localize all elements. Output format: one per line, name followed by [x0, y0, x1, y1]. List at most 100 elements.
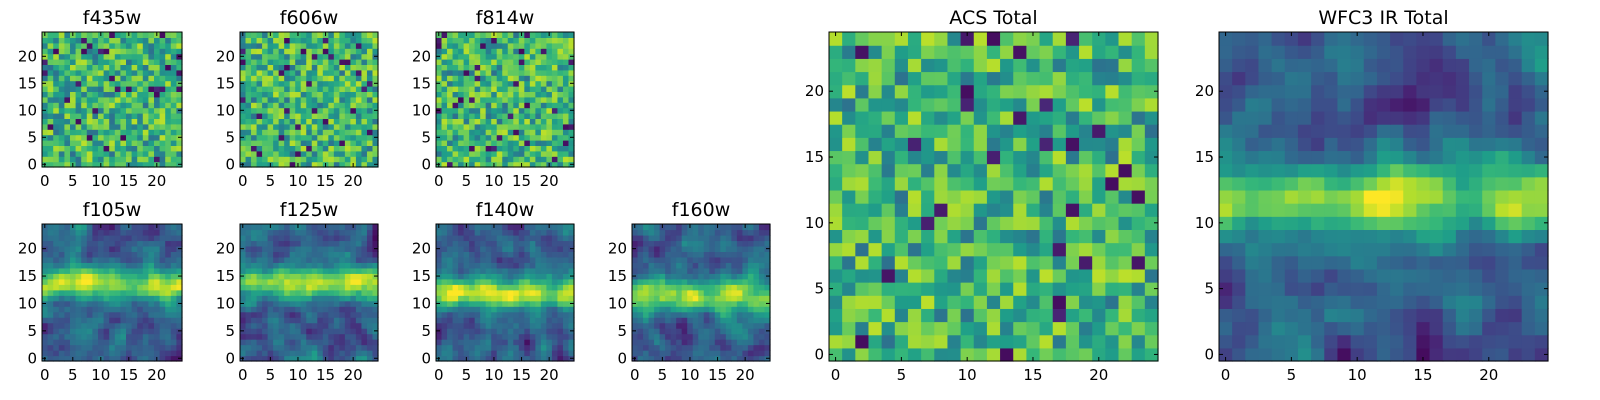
heatmap-cell — [698, 251, 705, 258]
heatmap-cell — [709, 245, 716, 252]
y-tick-label: 10 — [18, 101, 37, 119]
heatmap-cell — [109, 229, 116, 236]
heatmap-cell — [654, 229, 661, 236]
heatmap-cell — [103, 344, 110, 351]
heatmap-cell — [366, 273, 374, 280]
heatmap-cell — [436, 156, 443, 163]
heatmap-cell — [103, 80, 110, 87]
heatmap-cell — [165, 262, 172, 269]
heatmap-cell — [92, 48, 99, 55]
heatmap-cell — [251, 339, 258, 346]
heatmap-cell — [502, 355, 509, 362]
heatmap-cell — [502, 245, 509, 252]
heatmap-cell — [176, 42, 183, 49]
heatmap-cell — [720, 262, 727, 269]
heatmap-cell — [447, 48, 454, 55]
heatmap-cell — [267, 322, 274, 329]
heatmap-cell — [518, 344, 525, 351]
heatmap-cell — [284, 267, 291, 274]
heatmap-cell — [245, 224, 252, 231]
heatmap-cell — [447, 134, 454, 141]
heatmap-cell — [436, 37, 443, 44]
heatmap-cell — [114, 59, 121, 65]
heatmap-cell — [328, 229, 335, 236]
heatmap-cell — [452, 107, 459, 114]
heatmap-cell — [53, 289, 60, 296]
heatmap-cell — [709, 256, 716, 263]
heatmap-cell — [562, 91, 570, 98]
heatmap-cell — [742, 339, 749, 346]
heatmap-cell — [518, 113, 525, 119]
heatmap-cell — [98, 284, 105, 291]
heatmap-cell — [289, 267, 296, 274]
heatmap-cell — [92, 161, 99, 168]
heatmap-cell — [159, 129, 166, 136]
heatmap-cell — [513, 59, 520, 65]
heatmap-cell — [441, 311, 448, 318]
heatmap-cell — [469, 256, 476, 263]
heatmap-cell — [126, 256, 133, 263]
heatmap-cell — [109, 251, 116, 258]
heatmap-cell — [333, 113, 340, 119]
y-tick-label: 15 — [216, 267, 235, 285]
heatmap-cell — [676, 245, 683, 252]
heatmap-cell — [361, 311, 368, 318]
heatmap-cell — [529, 37, 536, 44]
heatmap-cell — [670, 328, 677, 335]
heatmap-cell — [92, 156, 99, 163]
heatmap-cell — [47, 273, 54, 280]
heatmap-cell — [637, 267, 644, 274]
heatmap-cell — [725, 262, 732, 269]
heatmap-cell — [535, 256, 542, 263]
heatmap-cell — [311, 322, 318, 329]
heatmap-cell — [154, 123, 161, 130]
heatmap-cell — [480, 240, 487, 247]
heatmap-cell — [165, 42, 172, 49]
heatmap-cell — [524, 317, 531, 324]
heatmap-cell — [698, 339, 705, 346]
heatmap-cell — [92, 295, 99, 302]
heatmap-cell — [1065, 163, 1080, 178]
heatmap-cell — [524, 102, 531, 109]
heatmap-cell — [306, 59, 313, 65]
heatmap-cell — [731, 262, 738, 269]
heatmap-cell — [75, 339, 82, 346]
heatmap-cell — [447, 333, 454, 340]
heatmap-cell — [687, 229, 694, 236]
heatmap-cell — [447, 278, 454, 285]
heatmap-cell — [568, 140, 575, 146]
heatmap-cell — [142, 311, 149, 318]
heatmap-cell — [485, 295, 492, 302]
heatmap-cell — [350, 69, 357, 76]
heatmap-cell — [81, 306, 88, 313]
heatmap-cell — [350, 37, 357, 44]
heatmap-cell — [333, 59, 340, 65]
heatmap-cell — [154, 129, 161, 136]
heatmap-cell — [469, 102, 476, 109]
heatmap-cell — [86, 37, 93, 44]
heatmap-cell — [568, 224, 575, 231]
heatmap-cell — [159, 91, 166, 98]
heatmap-cell — [120, 350, 127, 357]
heatmap-cell — [485, 80, 492, 87]
heatmap-cell — [120, 278, 127, 285]
heatmap-cell — [524, 234, 531, 242]
heatmap-cell — [131, 229, 138, 236]
heatmap-cell — [300, 113, 307, 119]
heatmap-cell — [491, 289, 498, 296]
heatmap-cell — [70, 344, 77, 351]
heatmap-cell — [747, 328, 755, 335]
x-tick-label: 15 — [119, 366, 138, 384]
heatmap-cell — [513, 262, 520, 269]
heatmap-cell — [643, 350, 650, 357]
heatmap-cell — [513, 245, 520, 252]
heatmap-cell — [731, 245, 738, 252]
heatmap-cell — [372, 59, 379, 65]
heatmap-cell — [894, 242, 909, 257]
y-tick-label: 0 — [225, 349, 235, 367]
heatmap-cell — [1065, 203, 1080, 217]
heatmap-cell — [142, 48, 149, 55]
heatmap-cell — [758, 355, 766, 362]
heatmap-cell — [753, 355, 760, 362]
heatmap-cell — [317, 245, 324, 252]
